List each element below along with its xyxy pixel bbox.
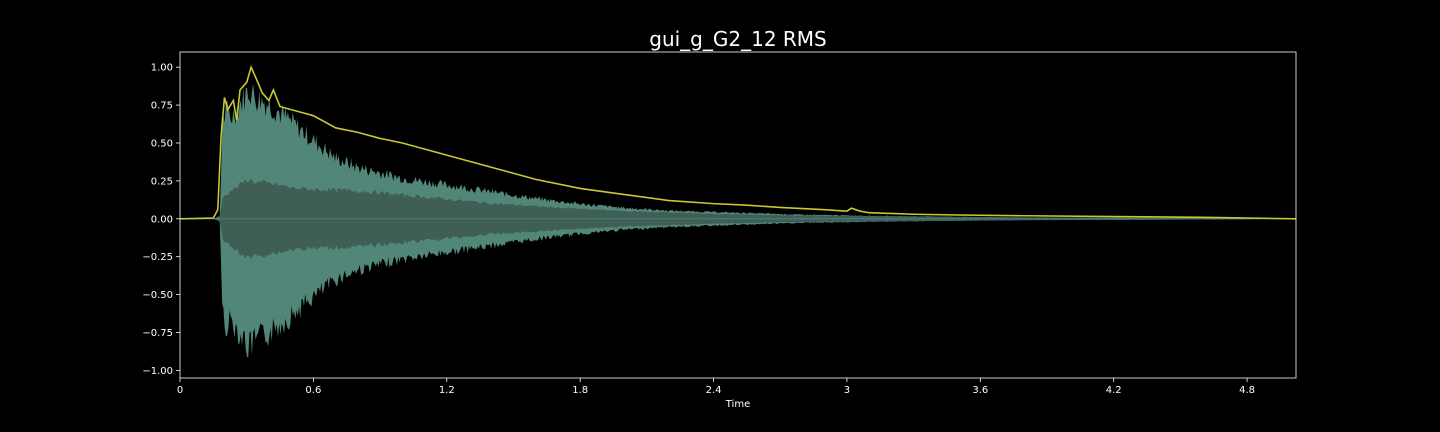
- x-tick-label: 0.6: [305, 385, 321, 396]
- x-tick-label: 4.8: [1239, 385, 1255, 396]
- x-tick-label: 3.6: [972, 385, 988, 396]
- x-axis-label: Time: [725, 399, 750, 410]
- x-tick-label: 1.8: [572, 385, 588, 396]
- x-tick-label: 3: [844, 385, 850, 396]
- chart-title: gui_g_G2_12 RMS: [649, 27, 827, 51]
- y-tick-label: 0.50: [151, 138, 173, 149]
- rms-envelope-line: [179, 64, 1297, 220]
- x-tick-label: 2.4: [706, 385, 722, 396]
- y-tick-label: −0.25: [142, 252, 173, 263]
- y-tick-label: 0.25: [151, 176, 173, 187]
- y-tick-label: 1.00: [151, 63, 173, 74]
- y-axis-ticks: 1.00 0.75 0.50 0.25 0.00 −0.25 −0.50 −0.75 −1.00: [142, 63, 180, 377]
- x-tick-label: 1.2: [439, 385, 455, 396]
- plot-layer: [179, 64, 1297, 358]
- y-tick-label: 0.75: [151, 101, 173, 112]
- y-tick-label: −0.75: [142, 328, 173, 339]
- y-tick-label: 0.00: [151, 214, 173, 225]
- y-tick-label: −0.50: [142, 290, 173, 301]
- x-axis-ticks: 0 0.6 1.2 1.8 2.4 3 3.6 4.2 4.8: [177, 378, 1255, 396]
- y-tick-label: −1.00: [142, 366, 173, 377]
- plot-frame: [179, 51, 1297, 379]
- x-tick-label: 4.2: [1106, 385, 1122, 396]
- x-tick-label: 0: [177, 385, 183, 396]
